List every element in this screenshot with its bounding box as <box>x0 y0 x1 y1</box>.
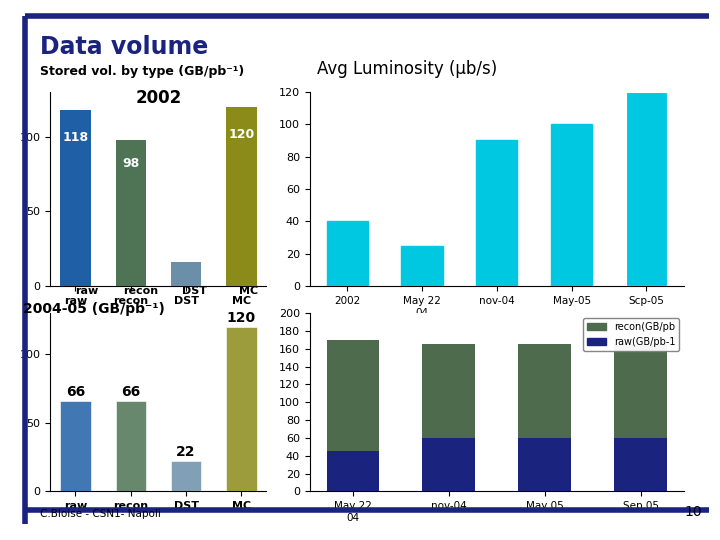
Bar <box>518 345 571 438</box>
Text: 98: 98 <box>122 157 140 170</box>
Text: 2002: 2002 <box>135 89 181 107</box>
Text: C.Bloise - CSN1- Napoli: C.Bloise - CSN1- Napoli <box>40 509 161 519</box>
Text: 10: 10 <box>685 505 702 519</box>
Text: 66: 66 <box>121 385 140 399</box>
Text: 2004-05 (GB/pb⁻¹): 2004-05 (GB/pb⁻¹) <box>22 302 165 316</box>
Bar <box>423 438 475 491</box>
Bar <box>614 345 667 438</box>
Bar <box>518 438 571 491</box>
Bar <box>327 340 379 451</box>
Bar <box>115 140 146 286</box>
Text: Stored vol. by type (GB/pb⁻¹): Stored vol. by type (GB/pb⁻¹) <box>40 65 244 78</box>
Text: raw: raw <box>75 286 98 296</box>
Text: DST: DST <box>182 286 207 296</box>
Text: Data volume: Data volume <box>40 35 208 59</box>
Bar <box>327 221 368 286</box>
Bar <box>226 327 256 491</box>
Bar <box>226 107 256 286</box>
Text: recon: recon <box>123 286 158 296</box>
Bar <box>327 451 379 491</box>
Bar <box>423 345 475 438</box>
Bar <box>171 262 202 286</box>
Text: 118: 118 <box>63 131 89 144</box>
Text: 120: 120 <box>228 129 254 141</box>
Bar <box>476 140 518 286</box>
Text: MC: MC <box>239 286 258 296</box>
Bar <box>551 124 592 286</box>
Legend: recon(GB/pb, raw(GB/pb-1: recon(GB/pb, raw(GB/pb-1 <box>582 318 679 350</box>
Text: 120: 120 <box>227 311 256 325</box>
Bar <box>171 461 202 491</box>
Bar <box>402 246 443 286</box>
Bar <box>626 92 667 286</box>
Bar <box>115 401 146 491</box>
Bar <box>60 401 91 491</box>
Text: 66: 66 <box>66 385 85 399</box>
Bar <box>60 110 91 286</box>
Text: 16: 16 <box>177 265 194 278</box>
Bar <box>614 438 667 491</box>
Text: Avg Luminosity (μb/s): Avg Luminosity (μb/s) <box>317 60 497 78</box>
Text: 22: 22 <box>176 445 196 459</box>
